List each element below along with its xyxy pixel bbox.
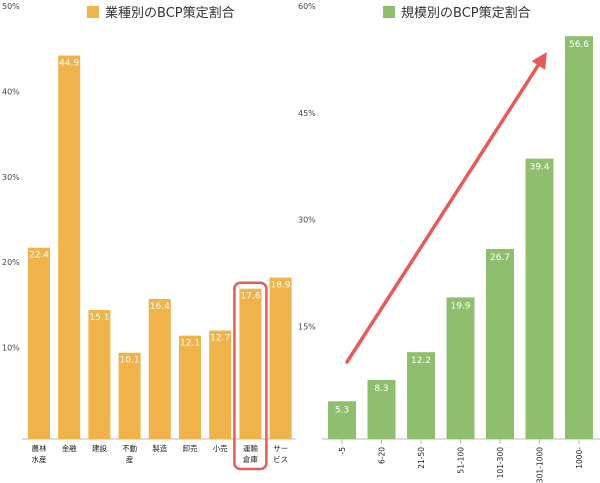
legend-label-industry: 業種別のBCP策定割合	[105, 5, 235, 21]
bar-size	[565, 36, 593, 440]
bar-industry	[269, 277, 292, 439]
bar-value-label-size: 19.9	[450, 301, 470, 311]
bar-value-label-industry: 44.9	[59, 59, 79, 69]
trend-arrow-head	[531, 52, 547, 70]
bar-value-label-size: 26.7	[490, 253, 510, 263]
category-label-size: 6-20	[378, 447, 387, 464]
bar-industry	[118, 352, 141, 439]
bar-industry	[179, 335, 201, 439]
category-label-industry: 製造	[152, 443, 167, 453]
bar-value-label-industry: 22.4	[29, 251, 49, 261]
bar-value-label-industry: 18.9	[271, 281, 291, 291]
bar-industry	[88, 310, 111, 439]
y-tick-label-industry: 30%	[2, 173, 20, 182]
y-tick-label-industry: 20%	[2, 258, 20, 267]
bar-value-label-industry: 10.1	[120, 356, 140, 366]
bar-industry	[148, 298, 171, 439]
y-tick-label-industry: 40%	[2, 87, 20, 96]
category-label-industry: ビス	[273, 455, 288, 464]
legend-swatch-size	[383, 6, 395, 18]
y-tick-label-industry: 50%	[2, 2, 20, 11]
bar-value-label-size: 5.3	[335, 405, 349, 415]
bar-size	[328, 401, 356, 439]
category-label-industry: 倉庫	[243, 454, 258, 464]
category-label-industry: 農林	[32, 443, 47, 453]
category-label-industry: 運輸	[243, 443, 258, 453]
category-label-size: 51-100	[457, 447, 466, 474]
category-label-size: -5	[338, 447, 347, 455]
bar-value-label-industry: 15.1	[89, 313, 109, 323]
bar-industry	[239, 288, 262, 439]
legend-swatch-industry	[87, 6, 99, 18]
bar-value-label-size: 8.3	[374, 384, 388, 394]
y-tick-label-size: 60%	[298, 2, 316, 11]
category-label-industry: 産	[126, 454, 134, 464]
bar-size	[486, 248, 514, 439]
bar-industry	[209, 330, 232, 439]
category-label-industry: 金融	[62, 443, 77, 453]
bar-value-label-industry: 12.7	[210, 334, 230, 344]
category-label-industry: 小売	[213, 443, 228, 453]
category-label-industry: 卸売	[183, 443, 198, 453]
y-tick-label-size: 45%	[298, 109, 316, 118]
category-label-size: 21-50	[417, 447, 426, 469]
bar-value-label-size: 56.6	[569, 40, 589, 50]
y-tick-label-size: 15%	[298, 322, 316, 331]
highlight-box-transport	[233, 281, 268, 471]
category-label-size: 101-300	[496, 447, 505, 479]
bar-size	[525, 158, 554, 439]
y-tick-label-industry: 10%	[2, 344, 20, 353]
bar-size	[407, 352, 435, 439]
category-label-size: 1000-	[575, 447, 584, 469]
bar-industry	[58, 55, 81, 439]
bar-size	[446, 297, 475, 439]
category-label-industry: 不動	[122, 444, 137, 453]
trend-arrow-line	[345, 62, 541, 364]
category-label-industry: 建設	[92, 443, 107, 453]
bar-value-label-industry: 12.1	[180, 339, 200, 349]
y-tick-label-size: 30%	[298, 216, 316, 225]
bar-value-label-size: 12.2	[411, 356, 431, 366]
category-label-industry: 水産	[32, 454, 47, 464]
bar-value-label-size: 39.4	[529, 163, 549, 173]
category-label-industry: サー	[273, 444, 288, 453]
legend-label-size: 規模別のBCP策定割合	[401, 5, 531, 21]
bar-industry	[28, 247, 50, 439]
category-label-size: 301-1000	[536, 447, 545, 483]
bar-value-label-industry: 17.6	[240, 292, 260, 302]
bar-size	[367, 379, 396, 439]
bar-value-label-industry: 16.4	[150, 302, 170, 312]
